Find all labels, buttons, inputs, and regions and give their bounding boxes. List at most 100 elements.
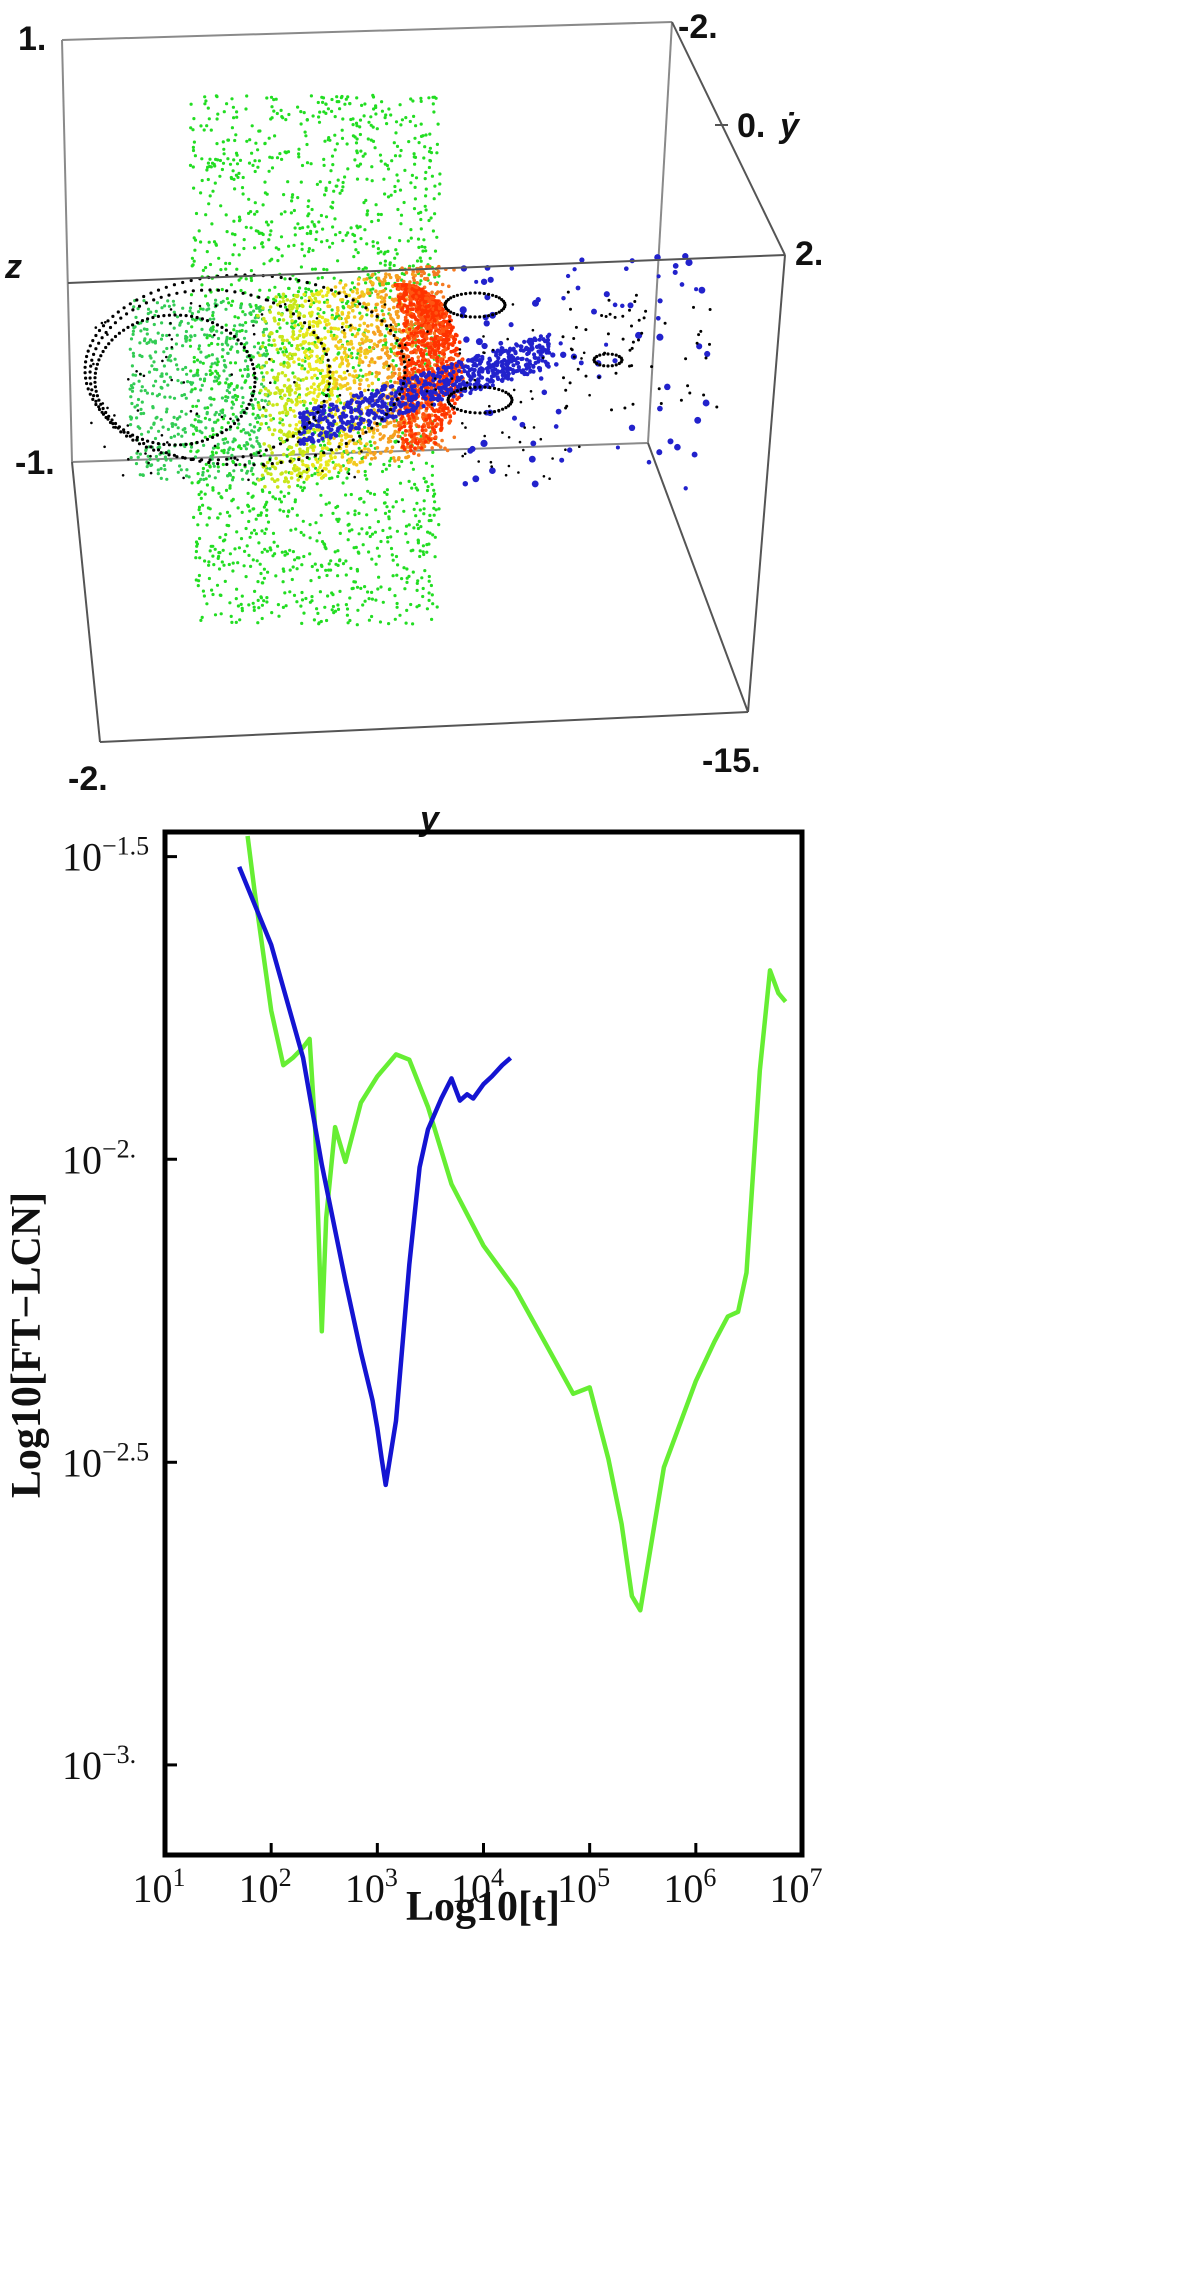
scatter-point [411, 415, 416, 419]
scatter-point [231, 395, 235, 399]
scatter-point [302, 341, 306, 345]
scatter-point [426, 402, 430, 407]
scatter-point [299, 471, 304, 476]
scatter-point [215, 142, 219, 146]
scatter-point [359, 149, 363, 153]
scatter-point [415, 581, 419, 586]
scatter-point [136, 455, 140, 459]
scatter-point [324, 293, 329, 298]
scatter-point [392, 263, 396, 268]
scatter-point [430, 464, 434, 468]
scatter-point [405, 608, 409, 613]
scatter-point [442, 315, 447, 319]
scatter-point [231, 299, 235, 303]
scatter-point [333, 133, 337, 137]
scatter-point [336, 474, 340, 479]
scatter-point [189, 102, 193, 106]
scatter-point [176, 470, 180, 474]
scatter-point [254, 453, 258, 457]
scatter-point [311, 114, 315, 118]
scatter-point [320, 401, 324, 405]
scatter-point [416, 345, 420, 349]
scatter-point [275, 156, 280, 160]
scatter-point [239, 602, 243, 607]
scatter-point [227, 524, 231, 528]
scatter-point [272, 109, 276, 113]
scatter-point [352, 449, 356, 454]
scatter-point [294, 402, 299, 407]
scatter-point [424, 461, 428, 465]
scatter-point [420, 428, 425, 433]
scatter-point [320, 240, 324, 244]
scatter-point [449, 357, 454, 361]
scatter-point [378, 153, 383, 157]
scatter-point [427, 591, 431, 595]
scatter-point [218, 381, 222, 385]
scatter-point [305, 387, 310, 391]
scatter-point [388, 587, 392, 591]
scatter-point [264, 327, 269, 331]
scatter-point [264, 408, 268, 413]
scatter-point [201, 589, 205, 593]
scatter-point [259, 596, 263, 600]
scatter-point [368, 288, 372, 292]
scatter-point [431, 355, 435, 359]
scatter-point [311, 324, 316, 329]
scatter-point [411, 361, 416, 365]
scatter-point [435, 605, 439, 609]
scatter-point [409, 434, 414, 439]
scatter-point [306, 204, 310, 209]
bounding-box-back-edges [61, 21, 673, 463]
scatter-point [359, 346, 363, 351]
scatter-point [168, 354, 172, 358]
scatter-point [383, 259, 387, 263]
scatter-point [257, 416, 261, 420]
scatter-point [329, 559, 333, 563]
scatter-point [305, 446, 310, 451]
scatter-point [437, 507, 441, 511]
scatter-point [268, 490, 272, 495]
scatter-point [281, 318, 286, 322]
scatter-point [411, 99, 415, 103]
scatter-point [376, 241, 380, 245]
scatter-point [175, 315, 180, 319]
scatter-point [297, 311, 301, 315]
scatter-point [361, 431, 365, 436]
scatter-point [292, 208, 296, 213]
scatter-point [424, 417, 429, 422]
scatter-point [355, 356, 359, 360]
scatter-point [325, 239, 329, 243]
scatter-point [291, 305, 295, 310]
scatter-point [270, 451, 274, 455]
scatter-point [139, 407, 143, 411]
scatter-point [303, 299, 308, 303]
scatter-point [409, 350, 413, 355]
scatter-point [316, 276, 320, 280]
scatter-point [439, 361, 444, 366]
scatter-point [257, 541, 261, 545]
scatter-point [153, 436, 158, 441]
scatter-point [419, 287, 423, 292]
scatter-point [248, 423, 252, 427]
scatter-point [392, 320, 396, 324]
scatter-point [131, 329, 135, 333]
scatter-point [407, 417, 412, 421]
scatter-point [282, 193, 286, 197]
scatter-point [226, 421, 230, 425]
scatter-point [206, 406, 210, 410]
scatter-point [330, 97, 334, 102]
scatter-point [416, 424, 421, 429]
scatter-point [341, 239, 345, 243]
scatter-point [344, 603, 348, 607]
scatter-point [274, 456, 278, 461]
scatter-point [256, 403, 261, 408]
scatter-point [349, 342, 354, 346]
scatter-point [419, 99, 423, 103]
scatter-point [294, 277, 298, 281]
scatter-point [285, 298, 290, 302]
scatter-point [418, 330, 423, 334]
scatter-point [268, 546, 272, 550]
scatter-point [364, 198, 368, 202]
scatter-point [180, 381, 184, 385]
scatter-point [134, 373, 138, 377]
